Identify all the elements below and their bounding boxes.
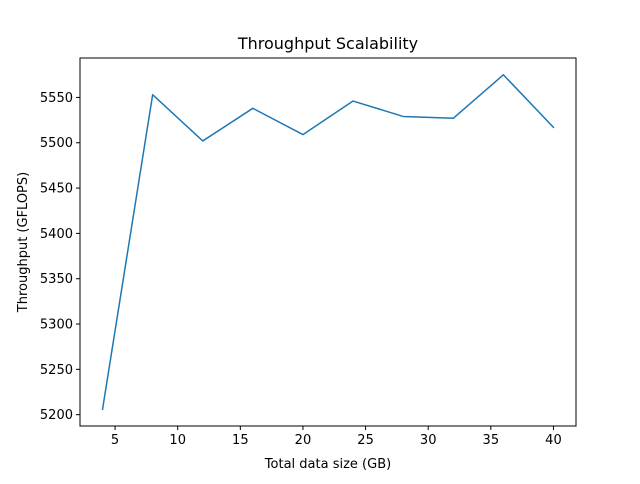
- y-tick-label: 5400: [40, 227, 73, 242]
- plot-area-frame: [79, 57, 577, 427]
- ticks-layer: 5 10 15 20 25 30 35 40 5200 5250 5300 5350 5400 5450 5…: [40, 91, 562, 448]
- series-layer: [101, 74, 555, 411]
- x-tick-label: 40: [545, 433, 562, 448]
- x-tick-label: 20: [295, 433, 312, 448]
- x-tick-label: 10: [169, 433, 186, 448]
- x-tick-label: 30: [420, 433, 437, 448]
- y-tick-label: 5500: [40, 136, 73, 151]
- y-axis-label: Throughput (GFLOPS): [16, 172, 31, 313]
- x-tick-label: 15: [232, 433, 249, 448]
- x-axis-label: Total data size (GB): [264, 457, 391, 472]
- y-tick-label: 5550: [40, 91, 73, 106]
- y-tick-label: 5200: [40, 408, 73, 423]
- x-tick-label: 35: [483, 433, 500, 448]
- series-line: [101, 74, 555, 411]
- y-tick-label: 5250: [40, 363, 73, 378]
- chart-title: Throughput Scalability: [237, 34, 418, 53]
- y-tick-label: 5350: [40, 272, 73, 287]
- x-tick-label: 5: [111, 433, 119, 448]
- y-tick-label: 5300: [40, 318, 73, 333]
- x-tick-label: 25: [357, 433, 374, 448]
- y-tick-label: 5450: [40, 182, 73, 197]
